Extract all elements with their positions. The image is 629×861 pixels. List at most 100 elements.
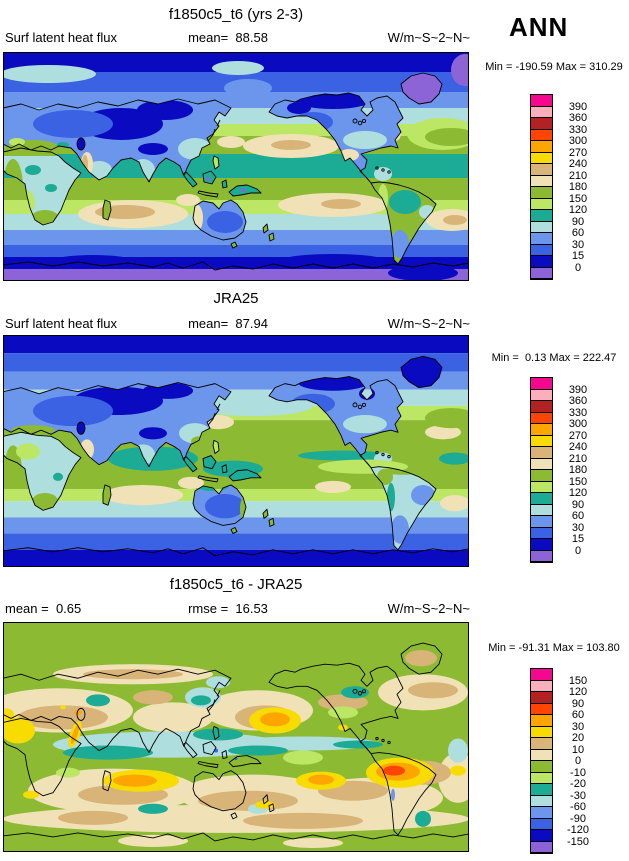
- colorbar-swatch: [531, 435, 552, 447]
- colorbar-tick-label: 330: [568, 406, 588, 419]
- colorbar-swatch: [531, 669, 552, 681]
- map-model: [3, 52, 469, 281]
- colorbar-swatch: [531, 447, 552, 459]
- colorbar-tick-label: 0: [574, 755, 582, 767]
- colorbar-tick-label: 30: [571, 521, 585, 534]
- colorbar-tick-label: 210: [568, 452, 588, 465]
- colorbar-tick-label: 180: [568, 464, 588, 476]
- colorbar-tick-label: -20: [570, 778, 586, 790]
- colorbar-tick-label: -60: [570, 801, 586, 813]
- panel3-units-label: W/m~S~2~N~: [387, 601, 470, 616]
- colorbar-swatch: [531, 726, 552, 738]
- colorbar-tick-label: 120: [568, 204, 588, 216]
- panel2-colorbar: 390 360 330 300 270 240 210 180 150 120 90 60 30 15 0: [530, 377, 587, 563]
- colorbar-tick-label: 15: [571, 250, 585, 262]
- colorbar-tick-label: 90: [571, 498, 585, 511]
- colorbar-swatch: [531, 141, 552, 153]
- colorbar-swatch: [531, 118, 552, 130]
- colorbar-swatch: [531, 412, 552, 424]
- colorbar-tick-label: 30: [571, 238, 585, 251]
- colorbar-swatch: [531, 187, 552, 199]
- colorbar-swatch: [531, 692, 552, 704]
- panel1-variable-label: Surf latent heat flux: [5, 30, 118, 45]
- colorbar-swatch: [531, 784, 552, 796]
- panel1-title: f1850c5_t6 (yrs 2-3): [168, 6, 304, 23]
- panel1-units-label: W/m~S~2~N~: [387, 30, 470, 45]
- colorbar-swatch: [531, 198, 552, 210]
- colorbar-tick-label: 240: [568, 158, 588, 170]
- colorbar-swatch: [531, 106, 552, 118]
- panel3-mean-stat: mean = 0.65: [5, 601, 82, 616]
- colorbar-swatch: [531, 210, 552, 222]
- colorbar-tick-label: 150: [568, 475, 588, 488]
- colorbar-swatch: [531, 761, 552, 773]
- panel3-rmse-stat: rmse = 16.53: [188, 601, 268, 616]
- colorbar-tick-label: 90: [571, 215, 585, 228]
- colorbar-tick-label: 60: [571, 709, 585, 721]
- colorbar-tick-label: 90: [571, 697, 585, 710]
- colorbar-swatch: [531, 152, 552, 164]
- map-reference: [3, 335, 469, 567]
- colorbar-tick-label: 360: [568, 112, 588, 124]
- colorbar-tick-label: 390: [568, 100, 588, 113]
- colorbar-tick-label: 270: [568, 146, 588, 159]
- colorbar-tick-label: 390: [568, 383, 588, 396]
- colorbar-swatch: [531, 221, 552, 233]
- colorbar-tick-label: -90: [570, 812, 586, 825]
- colorbar-tick-label: 20: [571, 732, 585, 744]
- colorbar-swatch: [531, 458, 552, 470]
- colorbar-swatch: [531, 715, 552, 727]
- colorbar-swatch: [531, 680, 552, 692]
- colorbar-swatch: [531, 830, 552, 842]
- colorbar-swatch: [531, 470, 552, 482]
- panel3-title: f1850c5_t6 - JRA25: [169, 576, 303, 593]
- colorbar-swatch: [531, 539, 552, 551]
- colorbar-tick-label: 120: [568, 487, 588, 499]
- colorbar-swatch: [531, 424, 552, 436]
- colorbar-swatch: [531, 703, 552, 715]
- colorbar-tick-label: 30: [571, 720, 585, 733]
- colorbar-tick-label: 120: [568, 686, 588, 698]
- colorbar-tick-label: 300: [568, 418, 588, 430]
- panel3-colorbar: 150 120 90 60 30 20 10 0 -10 -20 -30 -60 -90 -120 -150: [530, 668, 589, 854]
- panel1-minmax: Min = -190.59 Max = 310.29: [485, 61, 623, 73]
- colorbar-swatch: [531, 389, 552, 401]
- colorbar-swatch: [531, 738, 552, 750]
- colorbar-swatch: [531, 164, 552, 176]
- colorbar-swatch: [531, 516, 552, 528]
- colorbar-tick-label: 330: [568, 123, 588, 136]
- colorbar-swatch: [531, 772, 552, 784]
- panel2-title: JRA25: [213, 290, 259, 307]
- colorbar-tick-label: 210: [568, 169, 588, 182]
- colorbar-tick-label: 0: [574, 544, 582, 557]
- colorbar-swatch: [531, 233, 552, 245]
- panel2-mean-stat: mean= 87.94: [188, 316, 268, 331]
- panel1-colorbar: 390 360 330 300 270 240 210 180 150 120 90 60 30 15 0: [530, 94, 587, 280]
- panel2-minmax: Min = 0.13 Max = 222.47: [491, 352, 617, 364]
- colorbar-tick-label: 60: [571, 510, 585, 522]
- season-label: ANN: [509, 12, 569, 42]
- colorbar-tick-label: -30: [570, 789, 586, 802]
- colorbar-tick-label: 15: [571, 533, 585, 545]
- colorbar-swatch: [531, 129, 552, 141]
- colorbar-swatch: [531, 795, 552, 807]
- colorbar-swatch: [531, 401, 552, 413]
- colorbar-swatch: [531, 749, 552, 761]
- colorbar-tick-label: 60: [571, 227, 585, 239]
- colorbar-swatch: [531, 95, 552, 107]
- colorbar-swatch: [531, 550, 552, 562]
- colorbar-swatch: [531, 378, 552, 390]
- colorbar-swatch: [531, 175, 552, 187]
- colorbar-tick-label: 360: [568, 395, 588, 407]
- colorbar-tick-label: 180: [568, 181, 588, 193]
- colorbar-swatch: [531, 267, 552, 279]
- colorbar-tick-label: 0: [574, 261, 582, 274]
- panel2-variable-label: Surf latent heat flux: [5, 316, 118, 331]
- colorbar-tick-label: -120: [566, 824, 590, 836]
- colorbar-tick-label: 270: [568, 429, 588, 442]
- panel1-mean-stat: mean= 88.58: [188, 30, 268, 45]
- colorbar-tick-label: 300: [568, 135, 588, 147]
- colorbar-swatch: [531, 244, 552, 256]
- map-difference: [3, 622, 469, 852]
